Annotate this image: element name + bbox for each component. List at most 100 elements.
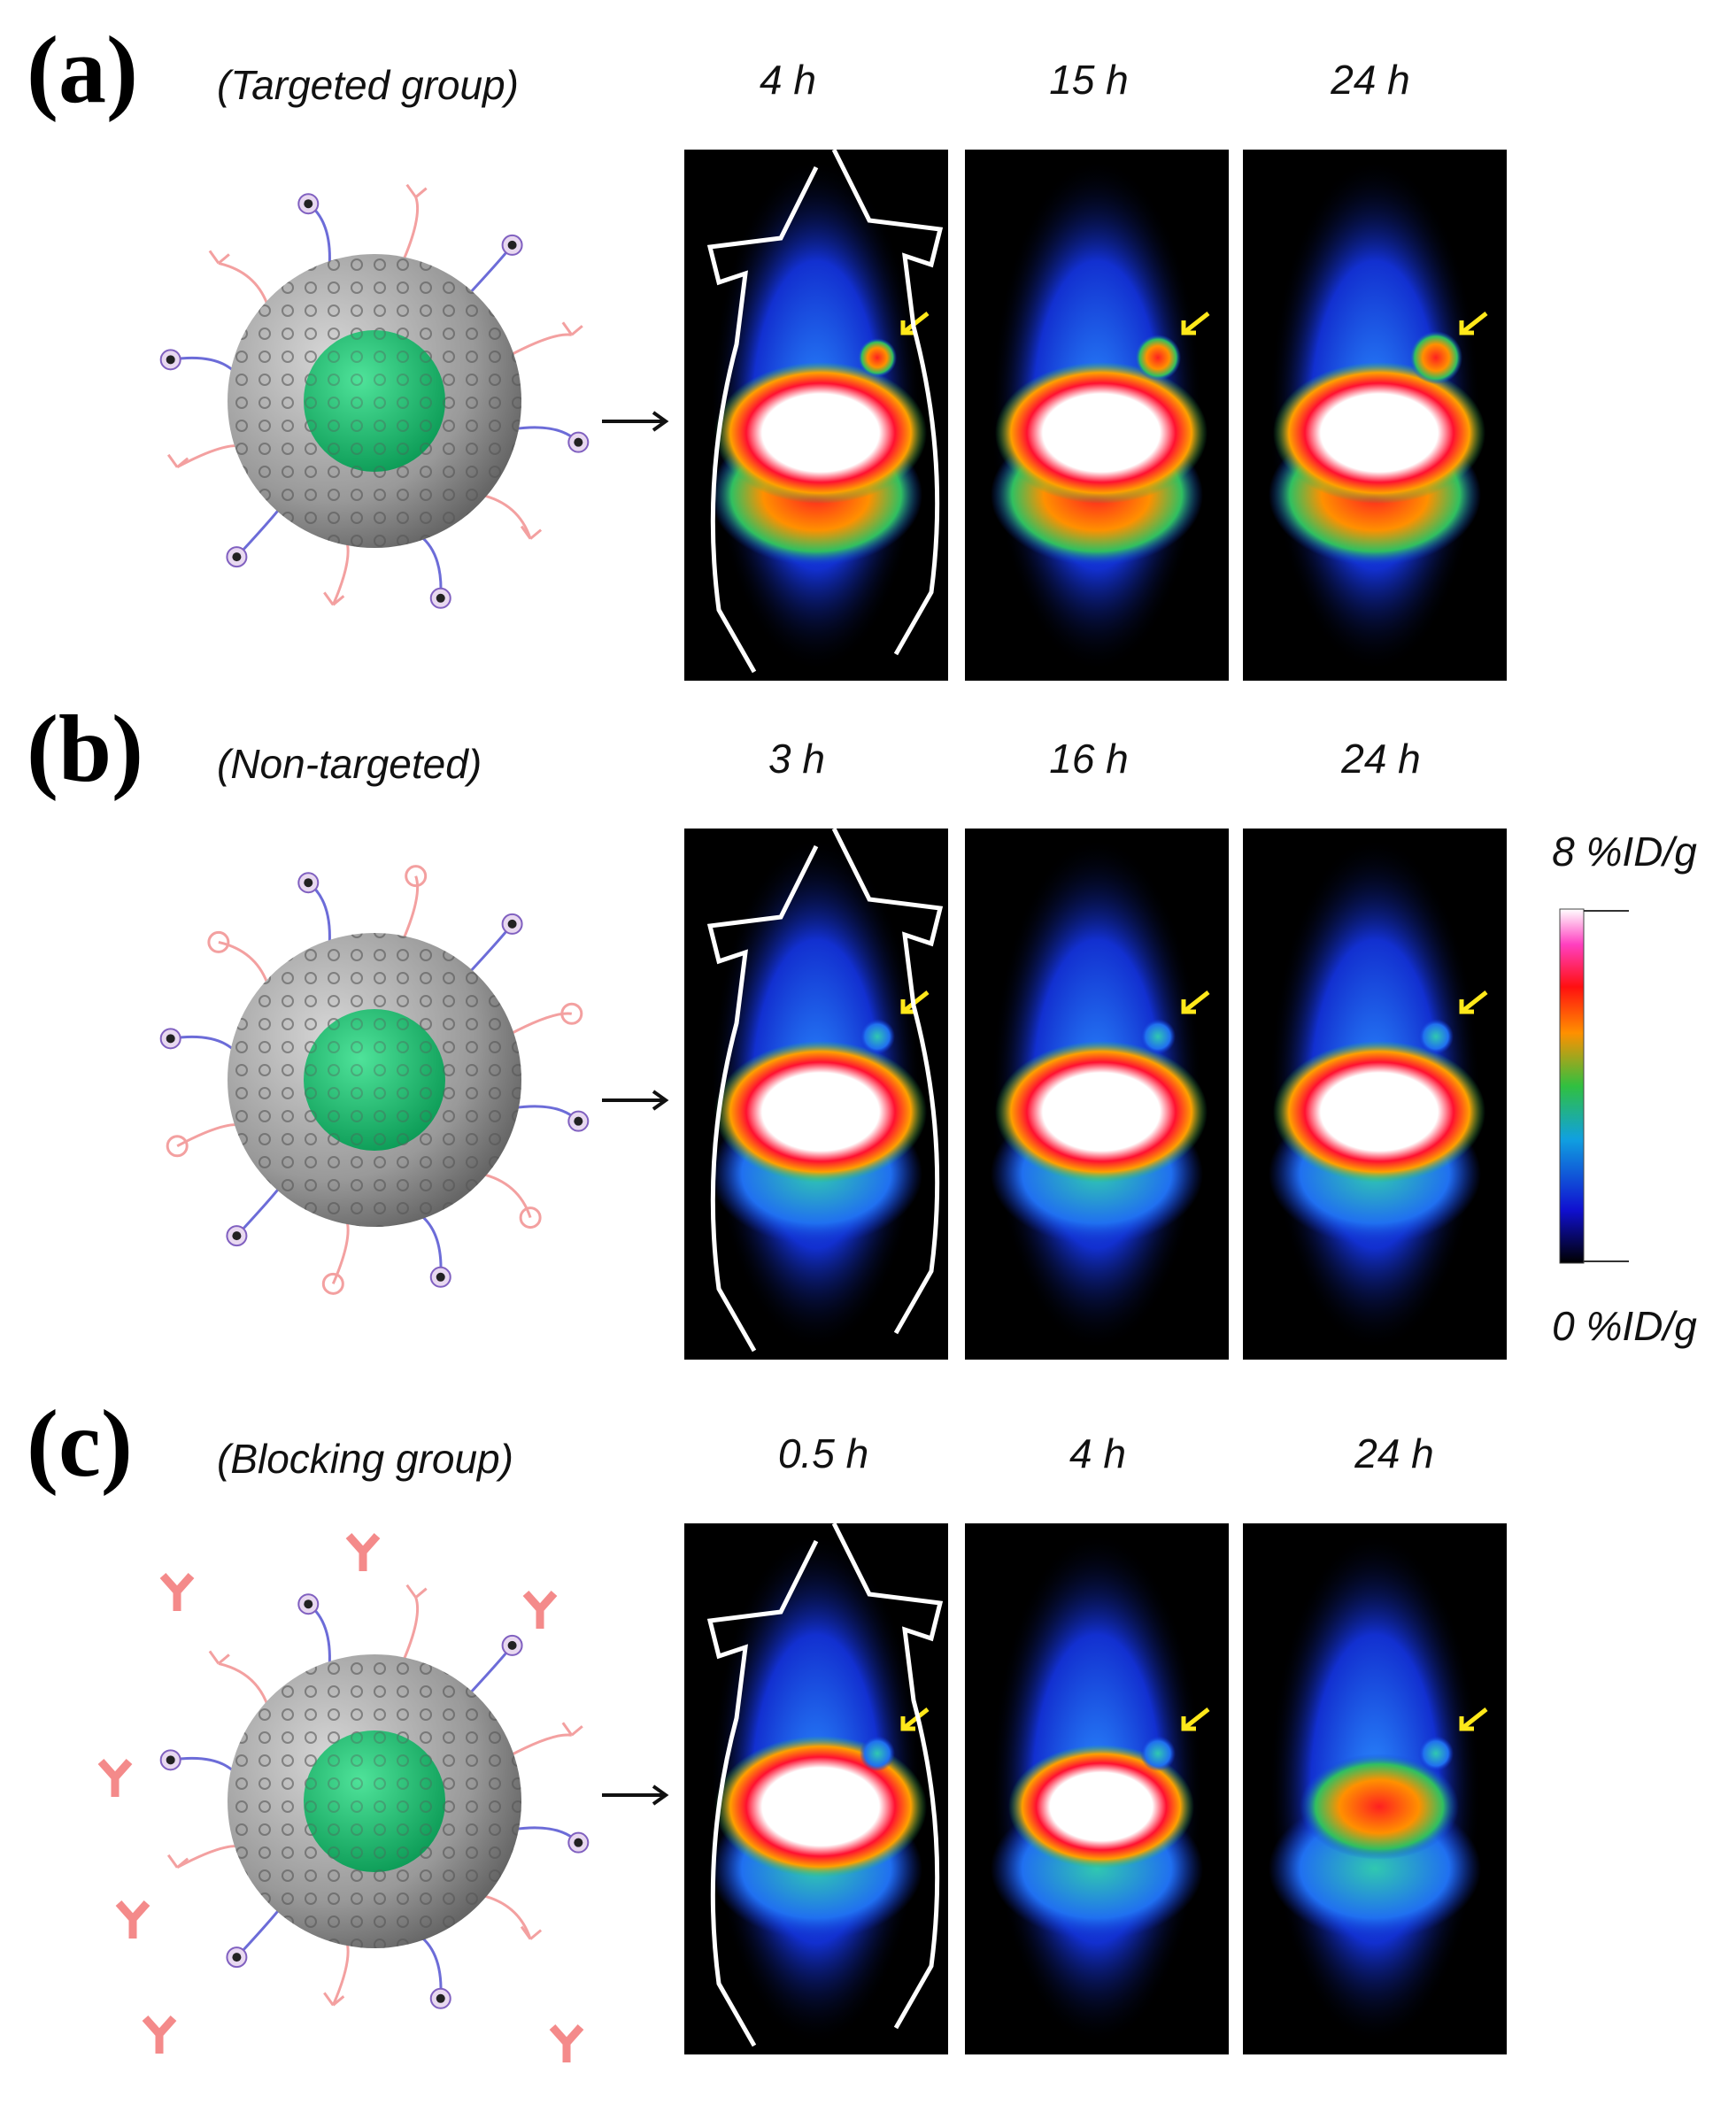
antibody <box>323 591 345 606</box>
pet-image <box>965 150 1229 681</box>
ligand-end <box>405 865 428 888</box>
pet-image <box>684 148 948 681</box>
time-label: 16 h <box>1049 736 1129 782</box>
radiolabel-center <box>232 1231 242 1241</box>
ligand <box>218 940 270 987</box>
nanoparticle <box>97 1533 590 2062</box>
tumor-signal <box>1135 335 1181 381</box>
free-antibody <box>97 1759 133 1797</box>
nanoparticle <box>159 183 590 609</box>
pet-image <box>1243 1523 1507 2054</box>
arrow <box>602 411 669 432</box>
nanoparticle <box>159 865 590 1295</box>
ligand-end <box>519 1206 542 1229</box>
liver-signal <box>1273 1041 1485 1183</box>
radiolabel-center <box>166 1755 175 1765</box>
ligand-end <box>207 930 230 953</box>
liver-signal <box>1273 362 1485 504</box>
panel-label: (b) <box>27 697 143 802</box>
ligand <box>480 493 532 540</box>
colorbar: 8 %ID/g 0 %ID/g <box>1552 829 1697 1349</box>
tumor-arrow <box>1459 990 1488 1014</box>
tumor-arrow <box>1459 312 1488 335</box>
liver-signal <box>1300 1754 1459 1860</box>
radiolabel-center <box>507 919 517 929</box>
pet-image <box>684 1522 948 2054</box>
panel: (b) (Non-targeted) 3 h 16 h 24 h <box>27 697 1507 1360</box>
pet-image <box>965 829 1229 1360</box>
radiolabel-center <box>304 1599 313 1609</box>
radiolabel-center <box>507 1640 517 1650</box>
antibody <box>520 525 543 540</box>
ligand <box>507 1733 573 1758</box>
antibody <box>561 321 583 336</box>
time-label: 24 h <box>1354 1430 1434 1476</box>
ligand-end <box>560 1002 583 1025</box>
antibody <box>208 1650 230 1665</box>
time-label: 3 h <box>768 736 825 782</box>
radiolabel-center <box>574 1116 583 1126</box>
ligand <box>480 1893 532 1940</box>
tumor-signal <box>1140 1019 1176 1054</box>
radiolabel-center <box>166 1034 175 1044</box>
group-label: (Blocking group) <box>217 1436 513 1482</box>
pet-image <box>684 827 948 1360</box>
ligand <box>176 444 241 469</box>
tumor-signal <box>1409 331 1462 384</box>
ligand <box>218 1661 270 1708</box>
radiolabel-center <box>304 199 313 209</box>
group-label: (Targeted group) <box>217 62 519 108</box>
ligand <box>176 1845 241 1869</box>
mouse-outline <box>706 148 944 674</box>
liver-signal <box>714 362 927 504</box>
pet-image <box>965 1523 1229 2054</box>
antibody <box>166 453 189 468</box>
core-pores <box>304 330 445 472</box>
free-antibody <box>549 2024 584 2062</box>
ligand <box>507 1012 573 1037</box>
radiolabel-center <box>436 1993 445 2003</box>
free-antibody <box>115 1900 150 1939</box>
colorbar-min: 0 %ID/g <box>1552 1303 1697 1349</box>
liver-signal <box>714 1041 927 1183</box>
antibody <box>323 1992 345 2007</box>
ligand <box>331 1939 350 2006</box>
radiolabel-center <box>232 1953 242 1962</box>
time-label: 4 h <box>760 57 816 103</box>
antibody <box>405 1584 428 1599</box>
core-pores <box>304 1009 445 1151</box>
radiolabel-center <box>436 593 445 603</box>
radiolabel-center <box>574 437 583 447</box>
core-pores <box>304 1730 445 1872</box>
radiolabel-center <box>232 552 242 562</box>
ligand-end <box>166 1135 189 1158</box>
ligand <box>331 539 350 605</box>
tumor-signal <box>1418 1736 1454 1771</box>
radiolabel-center <box>507 240 517 250</box>
radiolabel-center <box>304 878 313 888</box>
ligand <box>401 197 420 263</box>
panel: (a) (Targeted group) 4 h 15 h 24 h <box>27 18 1507 681</box>
liver-signal <box>995 362 1207 504</box>
tumor-arrow <box>1181 312 1210 335</box>
antibody <box>166 1854 189 1869</box>
colorbar-scale <box>1559 908 1585 1264</box>
radiolabel-center <box>574 1838 583 1847</box>
antibody <box>405 183 428 198</box>
antibody <box>520 1925 543 1940</box>
liver-signal <box>995 1041 1207 1183</box>
tumor-signal <box>1418 1019 1454 1054</box>
group-label: (Non-targeted) <box>217 741 482 787</box>
tumor-arrow <box>1181 990 1210 1014</box>
tumor-signal <box>1140 1736 1176 1771</box>
mouse-outline <box>706 1522 944 2047</box>
ligand <box>480 1172 532 1219</box>
arrow <box>602 1090 669 1111</box>
colorbar-max: 8 %ID/g <box>1552 829 1697 875</box>
tumor-arrow <box>1181 1707 1210 1731</box>
ligand <box>507 333 573 358</box>
time-label: 0.5 h <box>778 1430 868 1476</box>
free-antibody <box>522 1591 558 1629</box>
free-antibody <box>142 2016 177 2054</box>
panel: (c) (Blocking group) 0.5 h 4 h 24 h <box>27 1391 1507 2062</box>
